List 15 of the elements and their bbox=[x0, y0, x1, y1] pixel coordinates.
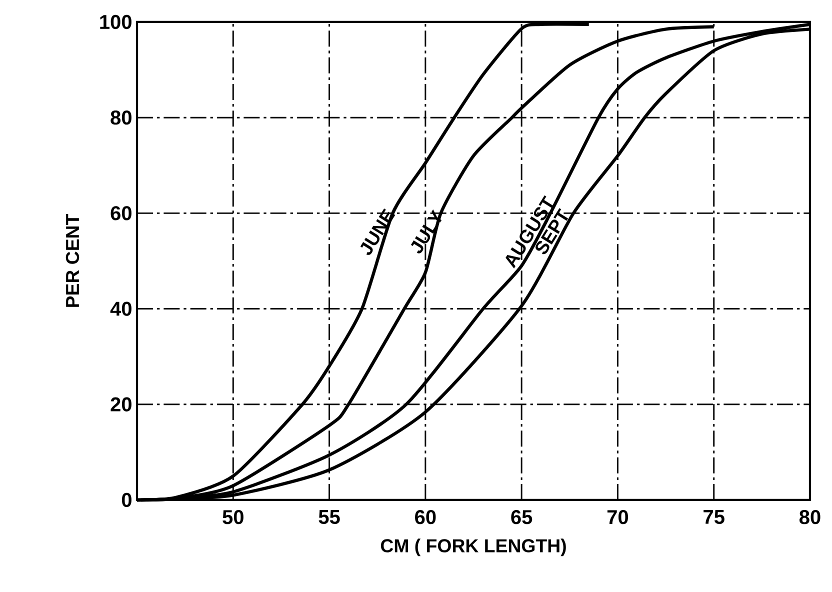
y-tick-label: 40 bbox=[110, 302, 132, 316]
y-tick-label: 0 bbox=[122, 492, 132, 508]
x-tick-label: 50 bbox=[222, 510, 244, 524]
x-tick-label: 65 bbox=[511, 510, 532, 524]
y-tick-label: 60 bbox=[110, 206, 132, 220]
x-axis-title: CM ( FORK LENGTH) bbox=[380, 538, 566, 556]
x-tick-label: 80 bbox=[800, 510, 820, 524]
x-tick-label: 55 bbox=[318, 510, 340, 524]
y-tick-label: 20 bbox=[110, 397, 132, 412]
x-tick-label: 60 bbox=[415, 510, 436, 524]
y-tick-label: 100 bbox=[100, 14, 132, 30]
x-tick-label: 75 bbox=[704, 510, 724, 524]
y-tick-label: 80 bbox=[110, 110, 132, 125]
y-axis-title: PER CENT bbox=[66, 214, 80, 307]
x-tick-label: 70 bbox=[607, 510, 628, 524]
